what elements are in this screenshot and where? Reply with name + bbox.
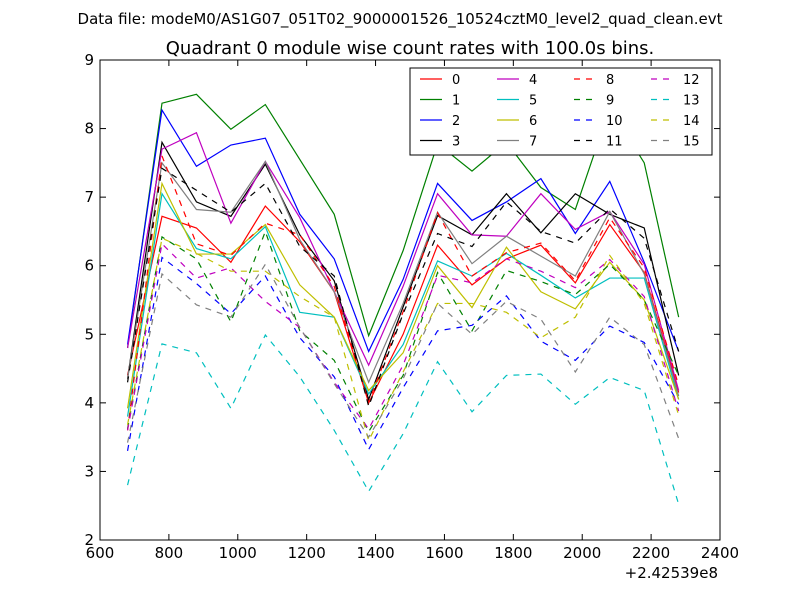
series-line-3	[126, 140, 680, 402]
legend-label-2: 2	[452, 114, 460, 129]
chart-title: Quadrant 0 module wise count rates with …	[166, 38, 655, 59]
legend-label-9: 9	[606, 94, 614, 109]
x-tick-label: 2000	[563, 544, 601, 562]
series-line-5	[126, 192, 680, 417]
y-tick-label: 3	[84, 462, 94, 480]
series-line-0	[126, 205, 680, 405]
series-line-4	[126, 131, 680, 391]
x-tick-label: 1400	[356, 544, 394, 562]
plot-frame	[99, 59, 721, 541]
legend-label-11: 11	[606, 135, 623, 150]
series-line-9	[126, 229, 680, 433]
series-line-2	[126, 108, 680, 353]
legend-label-14: 14	[683, 114, 700, 129]
legend-label-0: 0	[452, 73, 460, 88]
x-tick-label: 1600	[425, 544, 463, 562]
x-tick-label: 600	[86, 544, 115, 562]
series-lines	[126, 93, 680, 505]
legend-label-12: 12	[683, 73, 700, 88]
legend-label-5: 5	[529, 94, 537, 109]
series-line-11	[126, 167, 680, 409]
series-line-7	[126, 160, 680, 397]
legend-box	[409, 67, 713, 156]
series-line-10	[126, 256, 680, 451]
series-line-13	[126, 333, 680, 505]
legend-label-10: 10	[606, 114, 623, 129]
y-tick-label: 2	[84, 531, 94, 549]
series-line-15	[126, 263, 680, 443]
legend-label-8: 8	[606, 73, 614, 88]
x-tick-label: 1000	[219, 544, 257, 562]
series-line-8	[126, 155, 680, 431]
legend-label-13: 13	[683, 94, 700, 109]
axes: 600 800 1000 1200 1400 1600 1800 2000 2200 2400 2 3…	[84, 51, 739, 562]
y-tick-label: 4	[84, 394, 94, 412]
x-tick-label: 2400	[701, 544, 739, 562]
x-tick-label: 1800	[494, 544, 532, 562]
series-line-6	[126, 181, 680, 409]
y-tick-label: 5	[84, 325, 94, 343]
y-tick-label: 7	[84, 188, 94, 206]
legend-label-15: 15	[683, 135, 700, 150]
series-line-1	[126, 93, 680, 349]
legend-label-4: 4	[529, 73, 537, 88]
data-file-caption: Data file: modeM0/AS1G07_051T02_90000015…	[78, 10, 723, 29]
legend-label-3: 3	[452, 135, 460, 150]
series-line-12	[126, 242, 680, 431]
y-tick-label: 6	[84, 257, 94, 275]
legend-label-1: 1	[452, 94, 460, 109]
x-tick-label: 1200	[288, 544, 326, 562]
legend-label-6: 6	[529, 114, 537, 129]
series-line-14	[126, 237, 680, 443]
y-tick-label: 9	[84, 51, 94, 69]
x-offset-label: +2.42539e8	[625, 564, 718, 582]
y-tick-label: 8	[84, 120, 94, 138]
x-tick-label: 2200	[632, 544, 670, 562]
legend-label-7: 7	[529, 135, 537, 150]
x-tick-label: 800	[155, 544, 184, 562]
